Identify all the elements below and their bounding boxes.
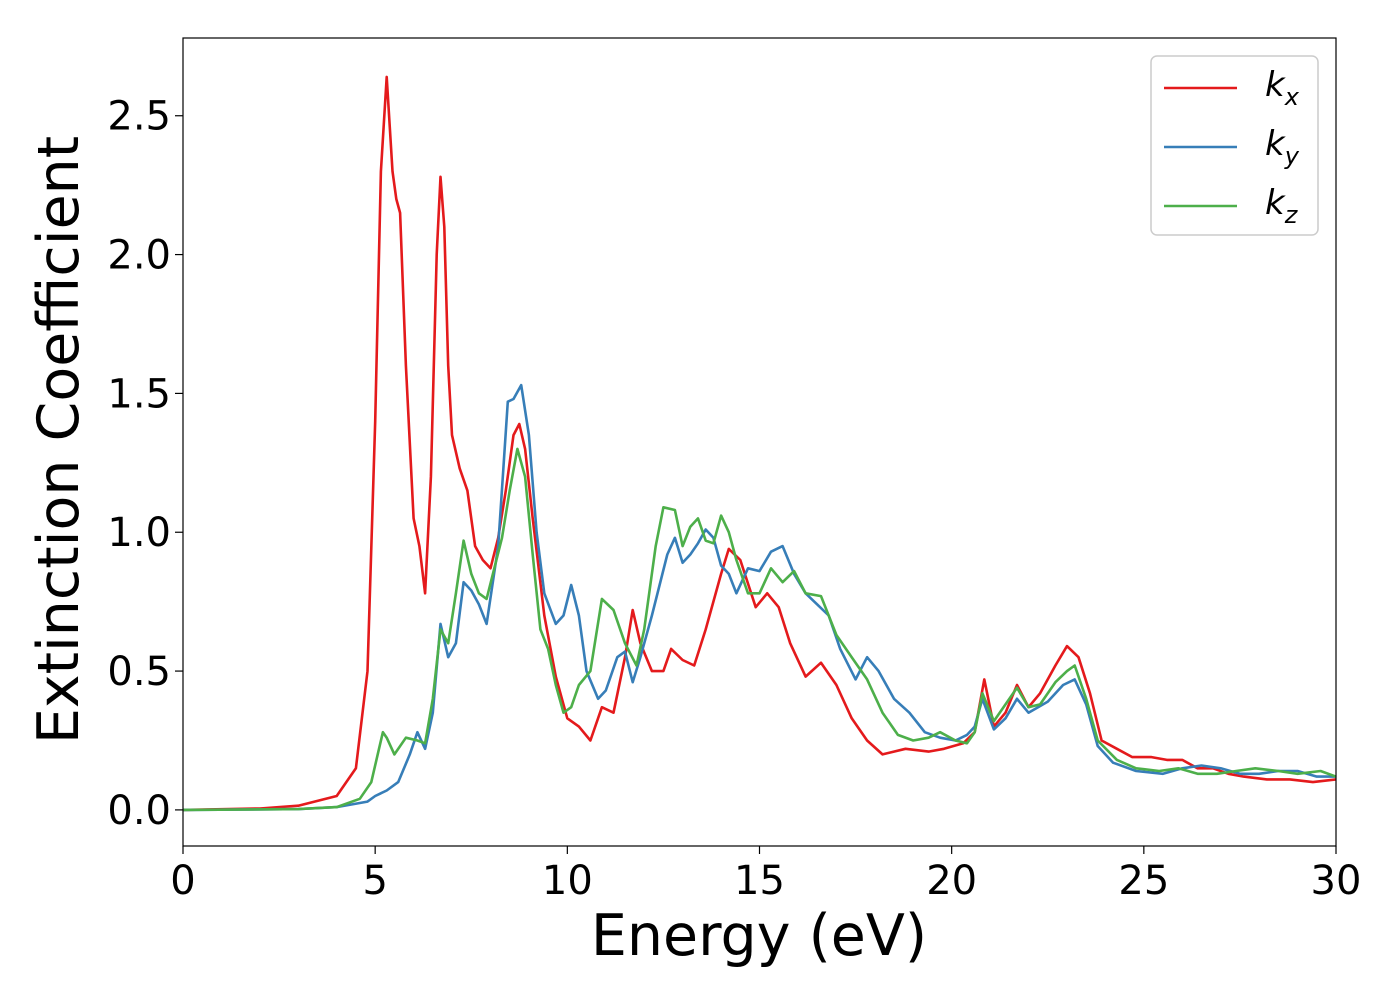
series-line-x — [183, 75, 1336, 812]
plot-area — [183, 75, 1336, 812]
legend: kx ky kz — [1150, 55, 1319, 236]
series-line-y — [183, 383, 1336, 812]
legend-box — [1150, 55, 1319, 236]
x-tick-label: 0 — [170, 858, 195, 904]
y-tick-label: 2.5 — [107, 94, 171, 140]
x-tick-label: 25 — [1118, 858, 1169, 904]
axes: 0 5 10 15 20 25 30 0.0 0.5 1.0 1.5 2.0 2.5 — [107, 37, 1362, 904]
legend-label-x: kx — [1265, 65, 1300, 111]
y-tick-label: 1.0 — [107, 510, 171, 556]
legend-label-y: ky — [1265, 124, 1300, 170]
x-tick-label: 5 — [362, 858, 387, 904]
y-tick-label: 1.5 — [107, 371, 171, 417]
x-axis-label: Energy (eV) — [591, 903, 927, 969]
y-tick-label: 0.0 — [107, 788, 171, 834]
y-tick-label: 2.0 — [107, 233, 171, 279]
x-tick-label: 30 — [1311, 858, 1362, 904]
legend-label-z: kz — [1265, 183, 1299, 229]
x-tick-label: 20 — [926, 858, 977, 904]
y-tick-label: 0.5 — [107, 649, 171, 695]
y-axis-label: Extinction Coefficient — [26, 136, 92, 744]
series-line-z — [183, 447, 1336, 812]
x-tick-label: 15 — [734, 858, 785, 904]
x-tick-label: 10 — [542, 858, 593, 904]
